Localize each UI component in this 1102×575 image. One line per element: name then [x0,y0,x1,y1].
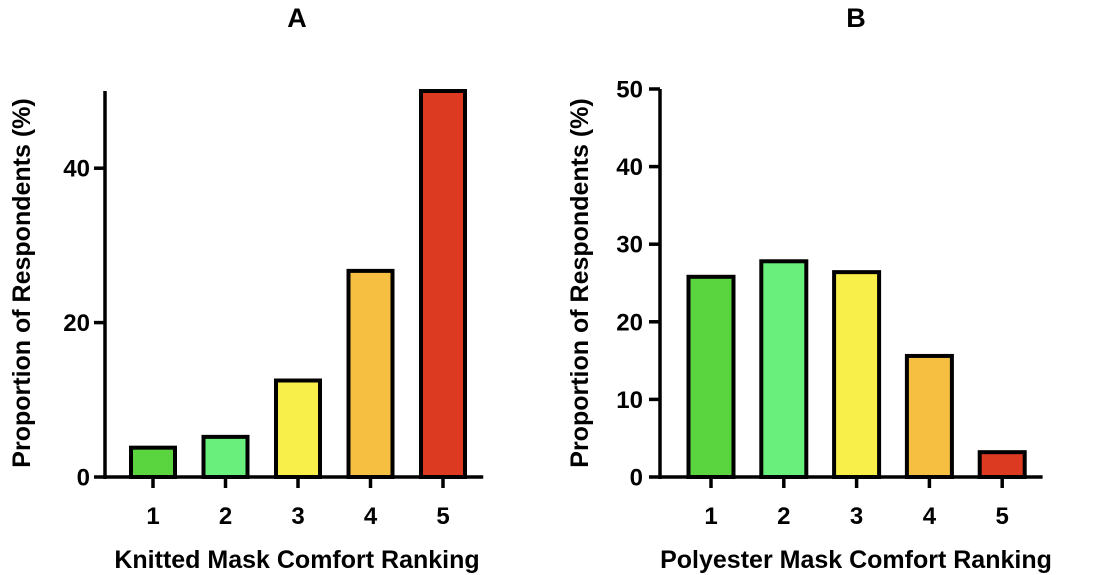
x-tick-label: 2 [777,503,790,530]
x-tick-label: 1 [704,503,717,530]
x-tick-label: 1 [146,503,159,530]
panel-title: B [846,3,866,33]
bar-5 [419,89,467,479]
x-axis-title: Knitted Mask Comfort Ranking [114,546,479,574]
y-tick-label: 0 [77,465,90,492]
bar-2 [759,259,809,479]
panel-title: A [287,3,307,33]
y-tick-label: 50 [616,77,643,104]
bar-4 [346,268,395,479]
y-tick-label: 10 [616,387,643,414]
x-tick-label: 3 [850,503,863,530]
x-tick-label: 4 [923,503,937,530]
bar-4 [904,353,954,479]
x-tick-label: 3 [291,503,304,530]
bar-3 [832,270,882,479]
y-tick-label: 20 [63,310,90,337]
bar-1 [686,274,736,479]
y-tick-label: 40 [63,156,90,183]
bar-2 [201,434,250,479]
x-tick-label: 4 [364,503,378,530]
x-tick-label: 2 [219,503,232,530]
bar-5 [977,450,1027,479]
y-tick-label: 30 [616,232,643,259]
y-tick-label: 20 [616,309,643,336]
bar-3 [274,378,322,479]
bar-1 [129,445,177,480]
y-tick-label: 40 [616,154,643,181]
x-tick-label: 5 [436,503,449,530]
y-axis-title: Proportion of Respondents (%) [8,98,36,467]
x-tick-label: 5 [996,503,1009,530]
y-axis-title: Proportion of Respondents (%) [566,98,594,467]
y-tick-label: 0 [630,465,643,492]
x-axis-title: Polyester Mask Comfort Ranking [660,546,1052,574]
